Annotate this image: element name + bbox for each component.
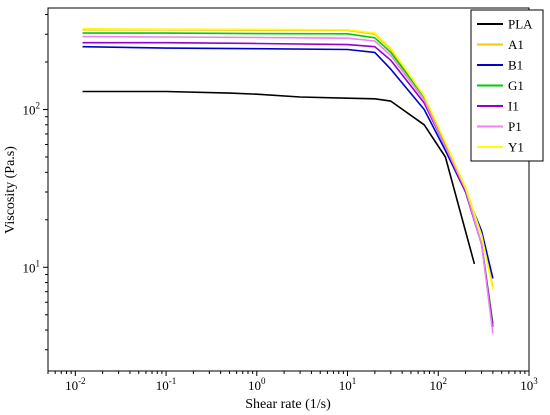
x-tick-label: 101 [339, 376, 357, 393]
series-line-pla [82, 90, 476, 265]
series-line-i1 [82, 41, 494, 327]
y-axis-title: Viscosity (Pa.s) [3, 146, 18, 234]
series-line-b1 [82, 45, 494, 279]
x-tick-label: 103 [520, 376, 538, 393]
legend-label-b1: B1 [508, 58, 523, 73]
series-layer [82, 28, 494, 334]
legend-label-a1: A1 [508, 37, 524, 52]
series-line-a1 [82, 28, 494, 288]
plot-frame [47, 7, 530, 372]
series-line-g1 [82, 32, 494, 324]
legend-label-y1: Y1 [508, 140, 524, 155]
series-line-y1 [82, 28, 494, 290]
x-tick-label: 100 [248, 376, 266, 393]
y-tick-label: 101 [23, 258, 41, 275]
y-tick-label: 102 [23, 101, 41, 118]
legend: PLA A1 B1 G1 I1 P1 Y1 [470, 9, 544, 162]
series-line-p1 [82, 35, 494, 334]
legend-label-p1: P1 [508, 119, 522, 134]
x-axis-ticks: 10-2 10-1 100 101 102 103 [47, 371, 538, 393]
legend-label-g1: G1 [508, 78, 524, 93]
x-tick-label: 10-1 [156, 376, 177, 393]
y-axis-ticks: 101 102 [23, 14, 48, 351]
x-axis-title: Shear rate (1/s) [245, 397, 331, 412]
legend-label-pla: PLA [508, 17, 533, 32]
x-tick-label: 102 [430, 376, 448, 393]
legend-label-i1: I1 [508, 99, 519, 114]
x-tick-label: 10-2 [65, 376, 86, 393]
